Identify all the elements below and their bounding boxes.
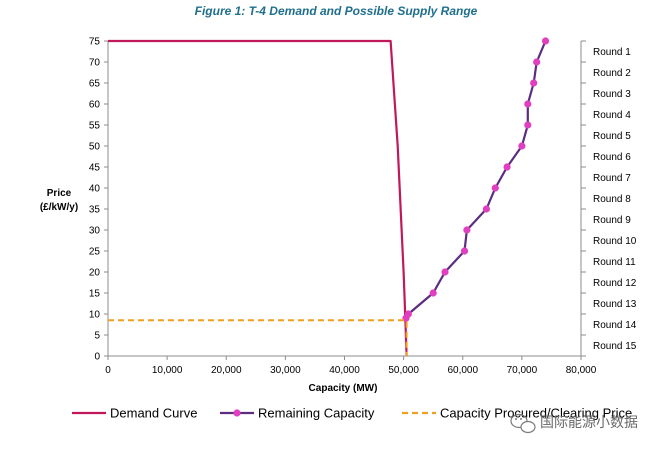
right-axis-label: Round 7	[593, 173, 631, 184]
x-axis-ticks: 0 10,000 20,000 30,000 40,000 50,000 60,000 70,…	[105, 355, 597, 376]
x-tick-label: 50,000	[388, 365, 419, 376]
y-tick-label: 50	[89, 142, 101, 153]
y-axis-ticks: 0 5 10 15 20 25 30 35 40 45 50 55 60 65 70 75	[89, 37, 109, 363]
y-tick-label: 30	[89, 226, 101, 237]
legend-label: Capacity Procured/Clearing Price	[440, 406, 632, 421]
series-line-capacity-procured-clearing-price	[108, 319, 408, 356]
data-point	[541, 37, 550, 45]
y-tick-label: 60	[89, 100, 101, 111]
y-tick-label: 45	[89, 163, 101, 174]
y-axis-label: Price (£/kW/y)	[40, 188, 78, 213]
right-axis-label: Round 11	[593, 257, 636, 268]
right-axis-label: Round 3	[593, 89, 631, 100]
y-tick-label: 25	[89, 247, 101, 258]
data-point	[518, 142, 526, 150]
x-tick-label: 40,000	[329, 365, 360, 376]
y-tick-label: 65	[89, 79, 101, 90]
right-axis-label: Round 5	[593, 131, 631, 142]
y-tick-label: 15	[89, 289, 101, 300]
y-tick-label: 10	[89, 310, 101, 321]
data-point	[524, 121, 532, 129]
y-axis-label-line-1: Price	[47, 188, 72, 199]
right-axis-label: Round 12	[593, 278, 637, 289]
data-point	[491, 184, 499, 192]
series-line-demand-curve	[108, 39, 408, 357]
legend-marker	[233, 409, 241, 417]
right-axis-label: Round 14	[593, 320, 637, 331]
legend-label: Demand Curve	[110, 406, 197, 421]
data-point	[524, 100, 532, 108]
data-point	[533, 58, 541, 66]
wechat-icon	[510, 413, 536, 434]
right-axis-label: Round 6	[593, 152, 631, 163]
data-point	[503, 163, 511, 171]
data-point	[463, 226, 471, 234]
y-tick-label: 75	[89, 37, 101, 48]
y-tick-label: 70	[89, 58, 101, 69]
right-axis-label: Round 8	[593, 194, 631, 205]
legend-label: Remaining Capacity	[258, 406, 375, 421]
x-tick-label: 0	[105, 365, 111, 376]
y-tick-label: 0	[94, 352, 100, 363]
data-point	[482, 205, 490, 213]
series-line-remaining-capacity	[405, 40, 547, 319]
right-axis: Round 1 Round 2 Round 3 Round 4 Round 5 Round…	[580, 40, 637, 357]
right-axis-label: Round 9	[593, 215, 631, 226]
x-tick-label: 80,000	[566, 365, 597, 376]
watermark: 国际能源小数据	[510, 413, 638, 434]
plot-area	[108, 37, 550, 357]
watermark-text: 国际能源小数据	[540, 415, 638, 431]
right-axis-label: Round 2	[593, 68, 631, 79]
right-axis-label: Round 10	[593, 236, 637, 247]
x-tick-label: 10,000	[152, 365, 183, 376]
y-tick-label: 35	[89, 205, 101, 216]
right-axis-label: Round 1	[593, 47, 631, 58]
y-tick-label: 20	[89, 268, 101, 279]
data-point	[530, 79, 538, 87]
x-tick-label: 70,000	[507, 365, 538, 376]
data-point	[402, 314, 410, 322]
right-axis-label: Round 4	[593, 110, 631, 121]
data-point	[441, 268, 449, 276]
x-tick-label: 20,000	[211, 365, 242, 376]
legend: Demand Curve Remaining Capacity Capacity P…	[72, 406, 632, 421]
y-tick-label: 40	[89, 184, 101, 195]
y-axis-label-line-2: (£/kW/y)	[40, 202, 78, 213]
right-axis-label: Round 13	[593, 299, 637, 310]
data-point	[460, 247, 469, 255]
x-axis-label: Capacity (MW)	[309, 383, 378, 394]
data-point	[429, 289, 437, 297]
y-tick-label: 5	[94, 331, 100, 342]
chart-title: Figure 1: T-4 Demand and Possible Supply…	[195, 4, 478, 18]
x-tick-label: 30,000	[270, 365, 301, 376]
y-tick-label: 55	[89, 121, 101, 132]
x-tick-label: 60,000	[447, 365, 478, 376]
right-axis-label: Round 15	[593, 341, 637, 352]
